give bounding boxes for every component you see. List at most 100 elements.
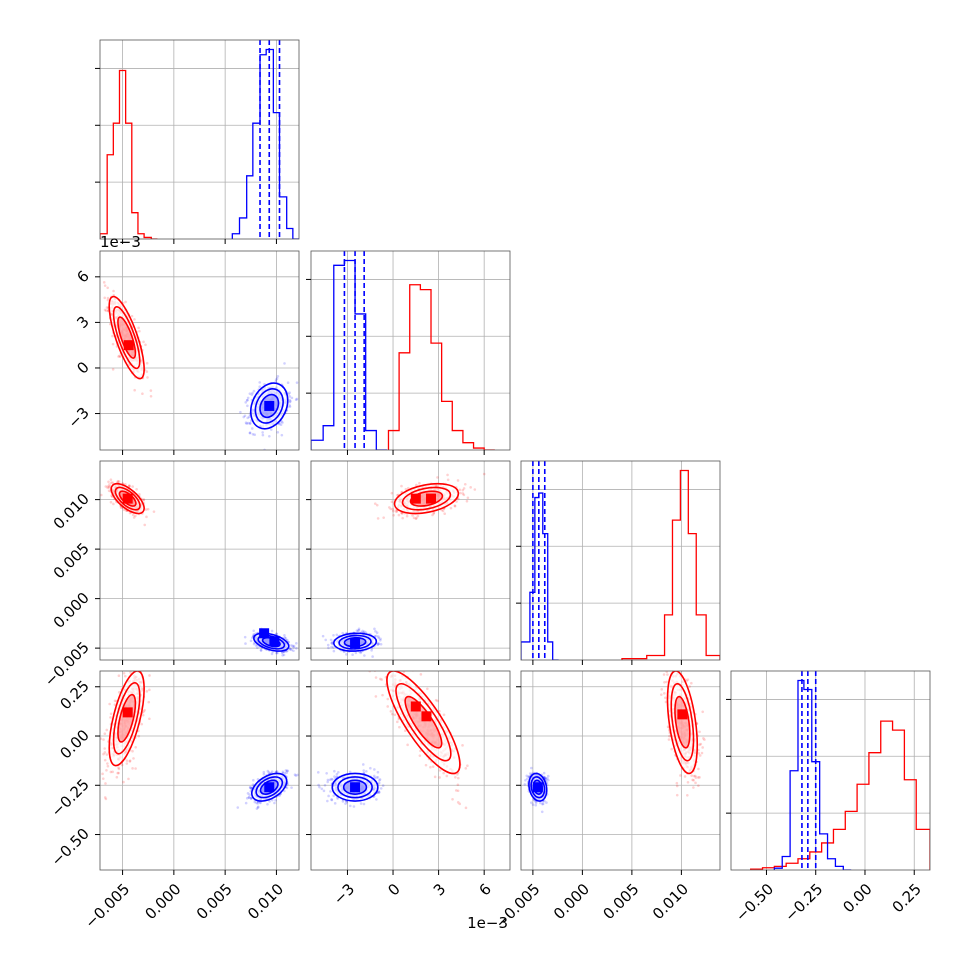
sample-point	[283, 633, 286, 637]
sample-point	[418, 481, 421, 485]
sample-point	[142, 340, 145, 344]
sample-point	[115, 775, 119, 779]
contour-fill-red	[117, 694, 136, 742]
sample-point	[267, 771, 271, 774]
sample-point	[104, 797, 108, 801]
sample-point	[321, 634, 325, 638]
sample-point	[111, 481, 114, 484]
sample-point	[132, 516, 136, 519]
sample-point	[344, 802, 347, 805]
sample-point	[376, 517, 380, 520]
sample-point	[274, 799, 277, 802]
density-peak-blue	[350, 638, 361, 649]
sample-point	[373, 627, 376, 631]
sample-point	[146, 376, 149, 379]
sample-point	[133, 657, 136, 660]
sample-point	[292, 649, 295, 653]
sample-point	[291, 644, 295, 648]
sample-point	[357, 628, 361, 632]
sample-point	[357, 627, 361, 631]
sample-point	[100, 737, 103, 740]
sample-point	[330, 645, 333, 649]
sample-point	[253, 433, 257, 436]
sample-point	[134, 745, 137, 749]
sample-point	[280, 651, 284, 654]
sample-point	[356, 629, 360, 633]
sample-point	[145, 361, 149, 365]
sample-point	[245, 796, 249, 800]
sample-point	[288, 391, 291, 394]
sample-point	[286, 769, 289, 773]
sample-point	[288, 405, 292, 408]
sample-point	[255, 807, 259, 810]
sample-point	[330, 641, 334, 645]
sample-point	[246, 792, 250, 795]
sample-point	[117, 767, 121, 771]
sample-point	[395, 509, 399, 513]
sample-point	[375, 631, 379, 635]
sample-point	[456, 776, 460, 780]
sample-point	[288, 404, 291, 407]
sample-point	[294, 774, 298, 777]
sample-point	[446, 478, 450, 482]
sample-point	[259, 648, 263, 652]
sample-point	[148, 688, 151, 692]
sample-point	[392, 509, 395, 513]
sample-point	[464, 767, 468, 770]
sample-point	[348, 804, 352, 808]
sample-point	[462, 487, 466, 490]
density-peak-blue	[264, 782, 275, 793]
sample-point	[103, 796, 107, 799]
sample-point	[266, 769, 270, 773]
histogram-red	[100, 69, 158, 239]
sample-point	[103, 296, 107, 300]
sample-point	[247, 796, 251, 799]
sample-point	[459, 491, 462, 495]
sample-point	[466, 496, 470, 500]
sample-point	[248, 421, 252, 425]
density-peak-blue	[264, 400, 275, 411]
histogram-red	[621, 469, 720, 660]
sample-point	[108, 484, 112, 488]
sample-point	[283, 636, 287, 639]
sample-point	[327, 646, 330, 650]
sample-point	[125, 762, 129, 765]
sample-point	[454, 789, 458, 792]
sample-point	[248, 431, 252, 435]
sample-point	[106, 298, 110, 302]
sample-point	[116, 479, 120, 483]
sample-point	[456, 773, 459, 776]
sample-point	[285, 771, 289, 775]
sample-point	[466, 764, 469, 768]
sample-point	[456, 783, 460, 787]
sample-point	[361, 763, 365, 766]
sample-point	[138, 665, 141, 668]
sample-point	[124, 300, 127, 304]
sample-point	[268, 434, 271, 438]
sample-point	[103, 751, 107, 754]
sample-point	[103, 284, 107, 287]
sample-point	[379, 637, 382, 641]
sample-point	[458, 488, 462, 492]
contour-red	[386, 671, 461, 775]
sample-point	[419, 749, 422, 753]
sample-point	[377, 635, 380, 638]
sample-point	[284, 769, 288, 772]
panel-3-1	[306, 670, 511, 875]
contour-red	[108, 295, 145, 380]
sample-point	[275, 770, 279, 773]
sample-point	[108, 702, 111, 706]
panel-frame	[99, 250, 300, 451]
panel-frame	[310, 460, 511, 661]
sample-point	[102, 281, 106, 284]
sample-point	[388, 506, 391, 509]
sample-point	[377, 643, 380, 646]
sample-point	[258, 381, 261, 384]
sample-point	[332, 649, 336, 653]
sample-point	[335, 772, 339, 776]
density-peak-red	[410, 701, 421, 712]
sample-point	[415, 516, 418, 520]
sample-point	[251, 783, 255, 786]
sample-point	[118, 354, 121, 358]
sample-point	[256, 806, 260, 809]
